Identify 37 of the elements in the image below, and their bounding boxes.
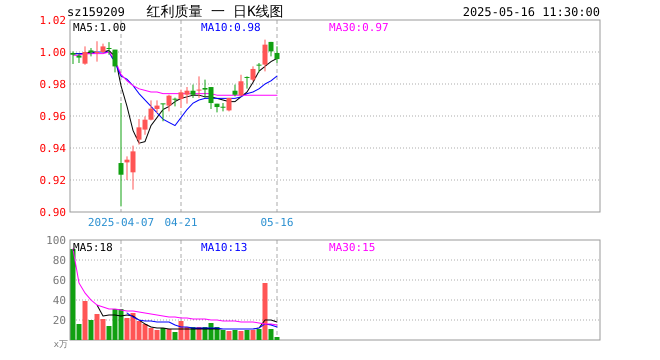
x-tick-label: 05-16 [260,216,294,229]
text: 2025-05-16 11:30:00 [462,5,600,19]
x-tick-label: 04-21 [164,216,198,229]
y-tick-label: 1.00 [40,46,66,59]
bar [238,331,244,340]
bar [232,330,238,340]
y-tick-label: 60 [52,274,66,287]
y-tick-label: 0.94 [40,142,66,155]
y-tick-label: 0.96 [40,110,66,123]
text: MA10:13 [201,241,248,254]
x-tick-label: 2025-04-07 [88,216,154,229]
bar [82,301,88,340]
text: MA30:15 [329,241,376,254]
text: MA5:18 [73,241,113,254]
bar [160,328,166,340]
chart-title: 红利质量 一 日K线图 [146,4,284,20]
y-tick-label: 1.02 [40,14,66,27]
y-tick-label: 100 [46,234,66,247]
bar [226,331,232,340]
bar [166,329,172,340]
bar [250,330,256,340]
y-tick-label: 40 [52,294,66,307]
bar [172,332,178,340]
y-tick-label: 0.90 [40,206,66,219]
text: MA10:0.98 [201,21,261,34]
bar [244,330,250,340]
y-tick-label: 0.92 [40,174,66,187]
y-tick-label: 80 [52,254,66,267]
text: sz159209 [67,5,125,19]
y-tick-label: 20 [52,314,66,327]
y-tick-label: 0.98 [40,78,66,91]
bar [256,329,262,340]
bar [88,320,94,340]
text: MA30:0.97 [329,21,389,34]
series-label: MA5:1.00 [73,21,126,34]
bar [262,283,268,340]
y-axis-title: x万 [54,340,68,350]
